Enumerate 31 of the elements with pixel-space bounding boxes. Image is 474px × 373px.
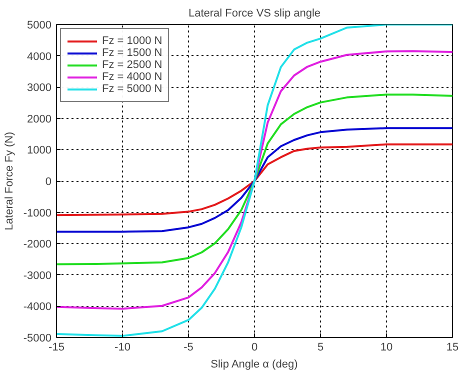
legend-label: Fz = 1500 N <box>102 47 162 59</box>
line-series <box>56 94 452 266</box>
y-tick-label: 3000 <box>27 82 52 94</box>
y-tick-label: -5000 <box>23 332 52 344</box>
chart-title: Lateral Force VS slip angle <box>188 8 321 20</box>
y-tick-label: 1000 <box>27 144 52 157</box>
y-tick-label: 0 <box>45 176 52 188</box>
x-tick-label: 15 <box>446 342 459 354</box>
y-tick-label: 5000 <box>27 20 52 32</box>
x-tick-label: -5 <box>184 342 194 354</box>
x-tick-label: 0 <box>251 342 258 354</box>
x-tick-label: -10 <box>114 342 130 354</box>
x-tick-label: 5 <box>317 342 324 354</box>
line-series <box>56 143 452 216</box>
legend-label: Fz = 4000 N <box>102 71 162 83</box>
line-series <box>56 24 452 337</box>
x-tick-label: -15 <box>48 342 64 354</box>
x-tick-label: 10 <box>380 342 393 354</box>
legend-label: Fz = 5000 N <box>102 83 162 95</box>
line-series <box>56 50 452 310</box>
y-tick-label: -2000 <box>23 238 52 251</box>
legend-label: Fz = 1000 N <box>102 35 162 47</box>
y-tick-label: -1000 <box>23 207 52 220</box>
y-tick-label: 4000 <box>27 50 52 63</box>
x-axis-title: Slip Angle α (deg) <box>210 358 298 370</box>
line-series <box>56 127 452 233</box>
y-tick-label: 2000 <box>27 113 52 126</box>
y-axis-title: Lateral Force Fy (N) <box>3 132 16 230</box>
y-tick-label: -3000 <box>23 270 52 282</box>
legend-label: Fz = 2500 N <box>102 59 162 71</box>
y-tick-label: -4000 <box>23 301 52 314</box>
